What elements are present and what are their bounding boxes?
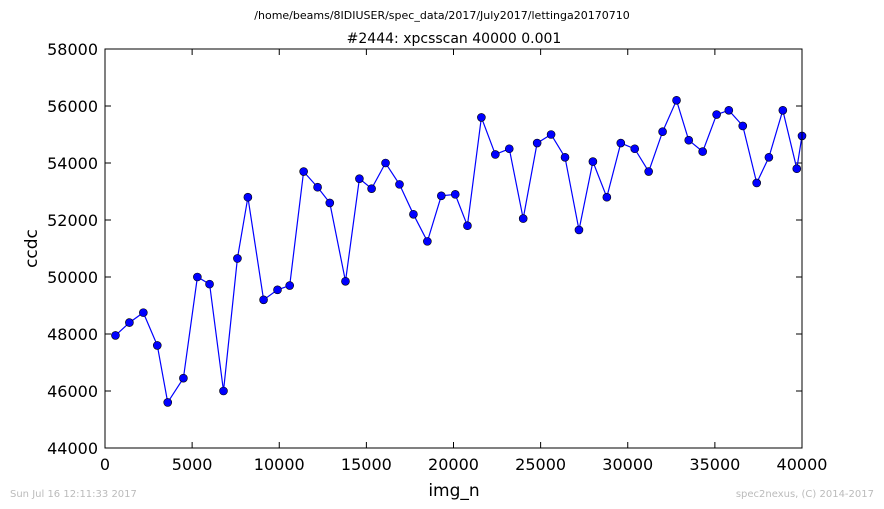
x-axis-ticks: 0 5000 10000 15000 20000 25000 30000 35000 40000 xyxy=(100,49,828,474)
data-point xyxy=(219,386,228,396)
data-point xyxy=(125,318,134,327)
data-point xyxy=(233,254,242,263)
x-axis-label: img_n xyxy=(428,481,479,501)
x-tick-label: 35000 xyxy=(689,455,740,474)
data-point xyxy=(672,96,681,105)
data-point xyxy=(325,198,335,208)
plot-area xyxy=(105,49,802,448)
data-point xyxy=(243,192,253,202)
data-point xyxy=(574,225,584,235)
x-tick-label: 40000 xyxy=(777,455,828,474)
y-tick-label: 48000 xyxy=(47,325,98,344)
data-point xyxy=(273,285,282,295)
y-tick-label: 54000 xyxy=(47,154,98,173)
x-tick-label: 25000 xyxy=(515,455,566,474)
y-axis-label: ccdc xyxy=(22,229,42,268)
data-point xyxy=(409,210,418,219)
figure-suptitle: /home/beams/8IDIUSER/spec_data/2017/July… xyxy=(254,9,629,22)
data-point xyxy=(341,276,350,286)
data-point xyxy=(139,308,148,317)
data-point xyxy=(355,174,364,183)
y-tick-label: 58000 xyxy=(47,40,98,59)
y-tick-label: 46000 xyxy=(47,382,98,401)
data-point xyxy=(724,105,734,115)
series-layer xyxy=(111,96,807,407)
x-tick-label: 5000 xyxy=(172,455,213,474)
data-point xyxy=(381,158,390,168)
data-point xyxy=(630,144,640,154)
plot-frame xyxy=(104,48,803,449)
data-point xyxy=(491,150,500,159)
data-point xyxy=(712,110,721,119)
data-point xyxy=(423,237,432,246)
series-line xyxy=(115,98,803,404)
data-point xyxy=(658,127,667,136)
data-point xyxy=(193,272,202,282)
data-point xyxy=(163,398,173,407)
data-point xyxy=(463,221,472,230)
data-point xyxy=(560,153,570,162)
data-point xyxy=(738,121,748,131)
data-point xyxy=(616,138,626,148)
data-point xyxy=(644,167,653,176)
chart-title: #2444: xpcsscan 40000 0.001 xyxy=(347,31,562,47)
y-axis-ticks: 44000 46000 48000 50000 52000 54000 56000 58000 xyxy=(47,40,802,458)
y-tick-label: 52000 xyxy=(47,211,98,230)
data-point xyxy=(152,341,162,350)
data-point xyxy=(299,167,308,176)
x-tick-label: 15000 xyxy=(341,455,392,474)
data-point xyxy=(259,295,268,305)
data-point xyxy=(588,157,598,166)
footer-timestamp: Sun Jul 16 12:11:33 2017 xyxy=(10,489,137,500)
data-point xyxy=(532,138,542,148)
data-point xyxy=(518,214,528,223)
data-point xyxy=(546,130,556,139)
data-point xyxy=(450,190,460,199)
data-point xyxy=(792,164,802,173)
data-point xyxy=(179,373,188,383)
data-point xyxy=(285,281,295,290)
data-point xyxy=(764,153,774,162)
footer-credit: spec2nexus, (C) 2014-2017 xyxy=(736,489,874,500)
data-point xyxy=(752,178,761,188)
data-point xyxy=(111,331,120,340)
data-point xyxy=(778,105,788,115)
data-point xyxy=(437,191,446,201)
y-tick-label: 50000 xyxy=(47,268,98,287)
data-point xyxy=(504,144,514,154)
x-tick-label: 20000 xyxy=(428,455,479,474)
data-point xyxy=(684,135,694,145)
y-tick-label: 44000 xyxy=(47,439,98,458)
data-point xyxy=(205,279,214,289)
x-tick-label: 10000 xyxy=(254,455,305,474)
data-point xyxy=(395,180,404,189)
y-tick-label: 56000 xyxy=(47,97,98,116)
data-point xyxy=(367,184,376,193)
x-tick-label: 0 xyxy=(100,455,110,474)
data-point xyxy=(477,113,486,122)
data-point xyxy=(602,192,612,202)
data-point xyxy=(313,182,322,192)
x-tick-label: 30000 xyxy=(602,455,653,474)
data-point xyxy=(698,147,707,156)
